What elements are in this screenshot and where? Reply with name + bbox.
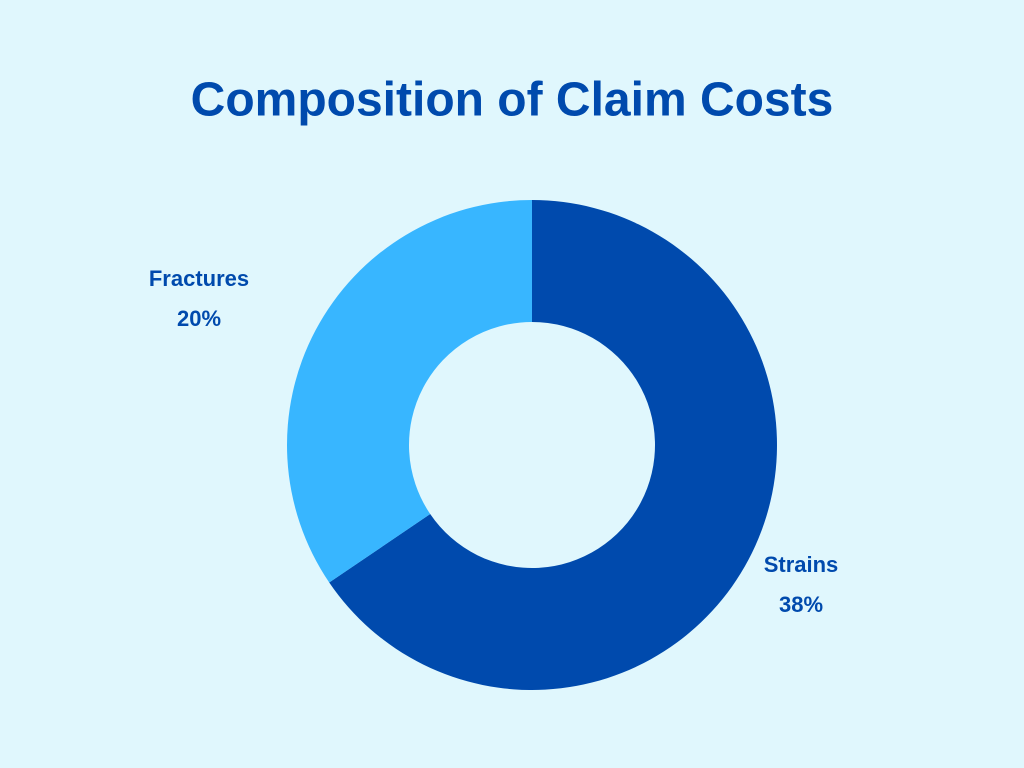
donut-slice bbox=[329, 200, 777, 691]
slice-value-label: 20% bbox=[177, 306, 221, 331]
slice-label: Strains bbox=[764, 552, 839, 577]
chart-title: Composition of Claim Costs bbox=[191, 74, 834, 127]
slice-value-label: 38% bbox=[779, 592, 823, 617]
slice-label: Fractures bbox=[149, 266, 249, 291]
donut-slice bbox=[286, 200, 532, 583]
